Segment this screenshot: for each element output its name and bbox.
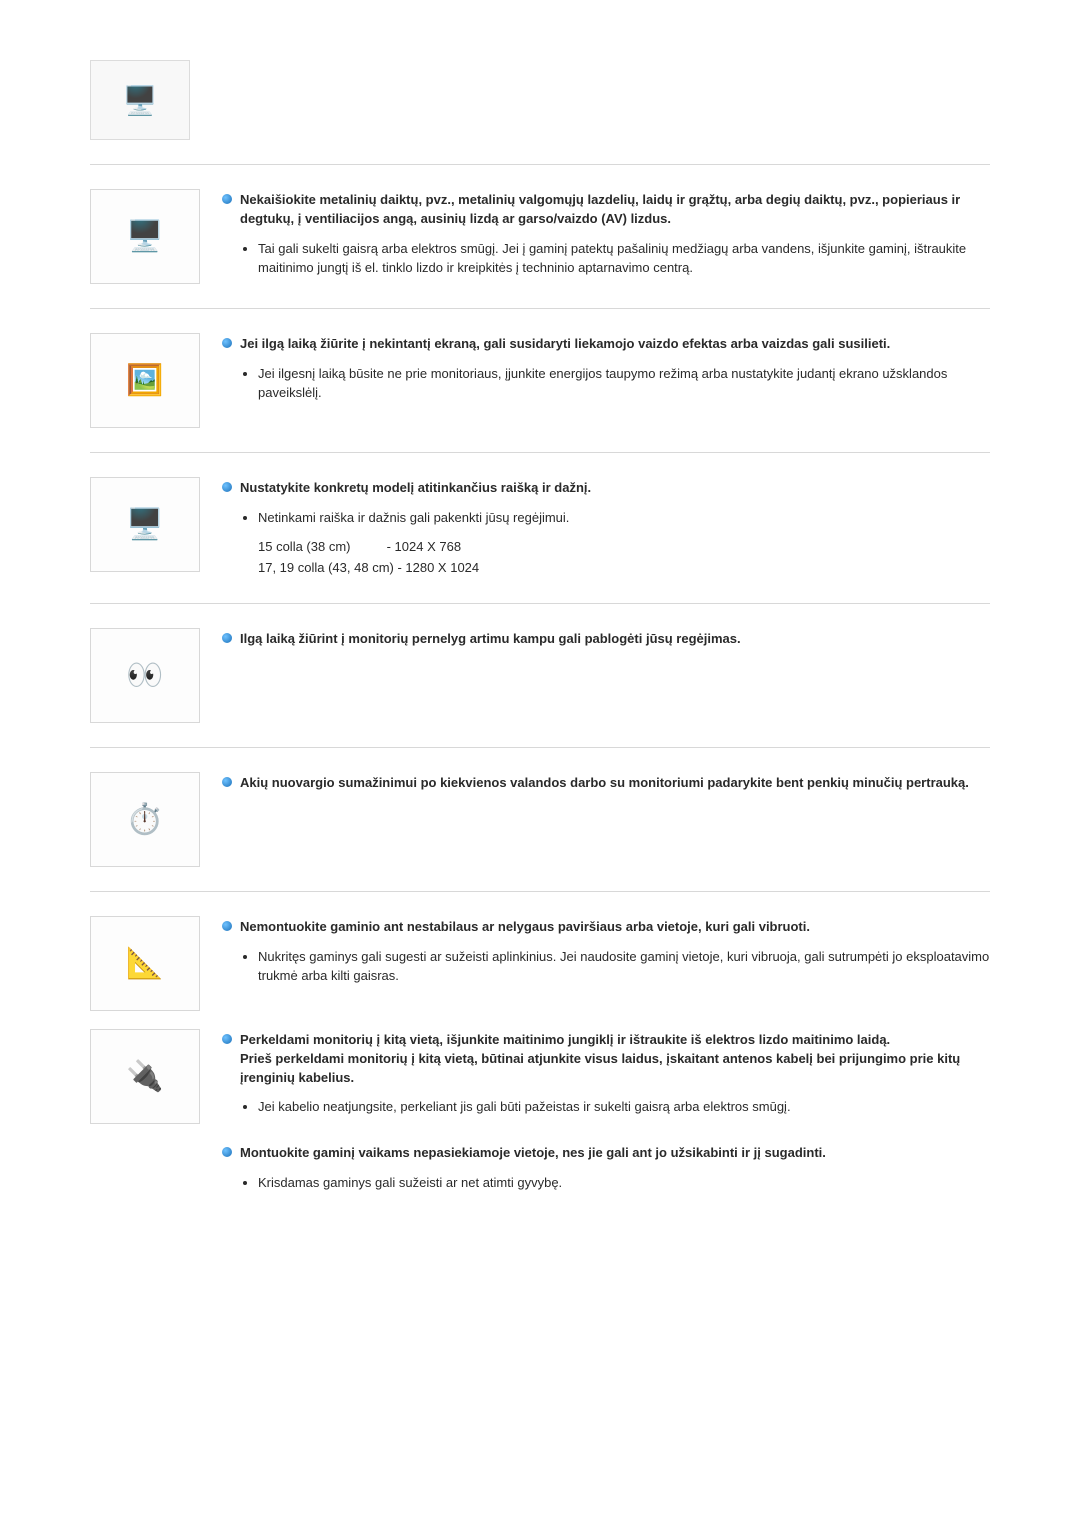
bullet-icon: [222, 633, 232, 643]
item-illustration-icon: 👀: [90, 628, 200, 723]
item-body: Jei ilgą laiką žiūrite į nekintantį ekra…: [222, 333, 990, 428]
safety-item: 🖥️ Nekaišiokite metalinių daiktų, pvz., m…: [90, 189, 990, 284]
item-detail: Nukritęs gaminys gali sugesti ar sužeist…: [258, 947, 990, 986]
bullet-icon: [222, 194, 232, 204]
resolution-row: 17, 19 colla (43, 48 cm) - 1280 X 1024: [258, 558, 990, 579]
item-heading-text: Ilgą laiką žiūrint į monitorių pernelyg …: [240, 630, 741, 649]
item-body: Akių nuovargio sumažinimui po kiekvienos…: [222, 772, 990, 867]
item-details-list: Jei kabelio neatjungsite, perkeliant jis…: [222, 1097, 990, 1117]
placeholder-icon: 🖥️: [126, 219, 163, 254]
safety-item: Montuokite gaminį vaikams nepasiekiamoje…: [222, 1142, 990, 1196]
item-details-list: Jei ilgesnį laiką būsite ne prie monitor…: [222, 364, 990, 403]
item-detail: Netinkami raiška ir dažnis gali pakenkti…: [258, 508, 990, 528]
placeholder-icon: 👀: [126, 658, 163, 693]
item-illustration-icon: 🖥️: [90, 189, 200, 284]
safety-item: 🔌 Perkeldami monitorių į kitą vietą, išju…: [90, 1029, 990, 1124]
item-heading-text: Jei ilgą laiką žiūrite į nekintantį ekra…: [240, 335, 890, 354]
item-body: Montuokite gaminį vaikams nepasiekiamoje…: [222, 1142, 990, 1196]
item-body: Nemontuokite gaminio ant nestabilaus ar …: [222, 916, 990, 1011]
item-heading: Jei ilgą laiką žiūrite į nekintantį ekra…: [222, 335, 990, 354]
item-body: Ilgą laiką žiūrint į monitorių pernelyg …: [222, 628, 990, 723]
item-heading: Nustatykite konkretų modelį atitinkančiu…: [222, 479, 990, 498]
safety-item: 👀 Ilgą laiką žiūrint į monitorių pernelyg…: [90, 628, 990, 723]
item-detail: Krisdamas gaminys gali sužeisti ar net a…: [258, 1173, 990, 1193]
item-heading: Akių nuovargio sumažinimui po kiekvienos…: [222, 774, 990, 793]
item-body: Perkeldami monitorių į kitą vietą, išjun…: [222, 1029, 990, 1124]
placeholder-icon: 🖼️: [126, 363, 163, 398]
intro-illustration-block: 🖥️: [90, 60, 990, 140]
item-illustration-icon: 🖥️: [90, 477, 200, 572]
placeholder-icon: 🖥️: [126, 507, 163, 542]
item-details-list: Nukritęs gaminys gali sugesti ar sužeist…: [222, 947, 990, 986]
safety-item: 🖥️ Nustatykite konkretų modelį atitinkanč…: [90, 477, 990, 579]
bullet-icon: [222, 482, 232, 492]
item-detail: Jei ilgesnį laiką būsite ne prie monitor…: [258, 364, 990, 403]
section-separator: [90, 164, 990, 165]
safety-item: 📐 Nemontuokite gaminio ant nestabilaus ar…: [90, 916, 990, 1011]
bullet-icon: [222, 777, 232, 787]
item-heading-text: Montuokite gaminį vaikams nepasiekiamoje…: [240, 1144, 826, 1163]
item-heading-text: Perkeldami monitorių į kitą vietą, išjun…: [240, 1031, 990, 1088]
item-illustration-icon: 🖼️: [90, 333, 200, 428]
item-heading: Perkeldami monitorių į kitą vietą, išjun…: [222, 1031, 990, 1088]
page-container: 🖥️ 🖥️ Nekaišiokite metalinių daiktų, pvz.…: [90, 0, 990, 1294]
item-heading-text: Nekaišiokite metalinių daiktų, pvz., met…: [240, 191, 990, 229]
section-separator: [90, 308, 990, 309]
item-heading-text: Akių nuovargio sumažinimui po kiekvienos…: [240, 774, 969, 793]
item-heading-text: Nemontuokite gaminio ant nestabilaus ar …: [240, 918, 810, 937]
bullet-icon: [222, 1147, 232, 1157]
safety-item: 🖼️ Jei ilgą laiką žiūrite į nekintantį ek…: [90, 333, 990, 428]
placeholder-icon: 🖥️: [123, 84, 158, 117]
item-heading: Nemontuokite gaminio ant nestabilaus ar …: [222, 918, 990, 937]
item-illustration-icon: 📐: [90, 916, 200, 1011]
item-details-list: Tai gali sukelti gaisrą arba elektros sm…: [222, 239, 990, 278]
item-details-list: Netinkami raiška ir dažnis gali pakenkti…: [222, 508, 990, 528]
section-separator: [90, 452, 990, 453]
placeholder-icon: 🔌: [126, 1059, 163, 1094]
item-detail: Tai gali sukelti gaisrą arba elektros sm…: [258, 239, 990, 278]
section-separator: [90, 747, 990, 748]
bullet-icon: [222, 338, 232, 348]
bullet-icon: [222, 1034, 232, 1044]
item-body: Nustatykite konkretų modelį atitinkančiu…: [222, 477, 990, 579]
item-heading: Ilgą laiką žiūrint į monitorių pernelyg …: [222, 630, 990, 649]
item-illustration-icon: ⏱️: [90, 772, 200, 867]
item-detail: Jei kabelio neatjungsite, perkeliant jis…: [258, 1097, 990, 1117]
resolution-row: 15 colla (38 cm) - 1024 X 768: [258, 537, 990, 558]
item-details-list: Krisdamas gaminys gali sužeisti ar net a…: [222, 1173, 990, 1193]
section-separator: [90, 891, 990, 892]
placeholder-icon: 📐: [126, 946, 163, 981]
placeholder-icon: ⏱️: [126, 802, 163, 837]
item-heading: Montuokite gaminį vaikams nepasiekiamoje…: [222, 1144, 990, 1163]
intro-illustration-icon: 🖥️: [90, 60, 190, 140]
safety-items-list: 🖥️ Nekaišiokite metalinių daiktų, pvz., m…: [90, 189, 990, 1196]
item-heading-text: Nustatykite konkretų modelį atitinkančiu…: [240, 479, 591, 498]
safety-item: ⏱️ Akių nuovargio sumažinimui po kiekvien…: [90, 772, 990, 867]
item-illustration-icon: 🔌: [90, 1029, 200, 1124]
bullet-icon: [222, 921, 232, 931]
item-heading: Nekaišiokite metalinių daiktų, pvz., met…: [222, 191, 990, 229]
item-body: Nekaišiokite metalinių daiktų, pvz., met…: [222, 189, 990, 284]
section-separator: [90, 603, 990, 604]
resolution-table: 15 colla (38 cm) - 1024 X 76817, 19 coll…: [258, 537, 990, 579]
